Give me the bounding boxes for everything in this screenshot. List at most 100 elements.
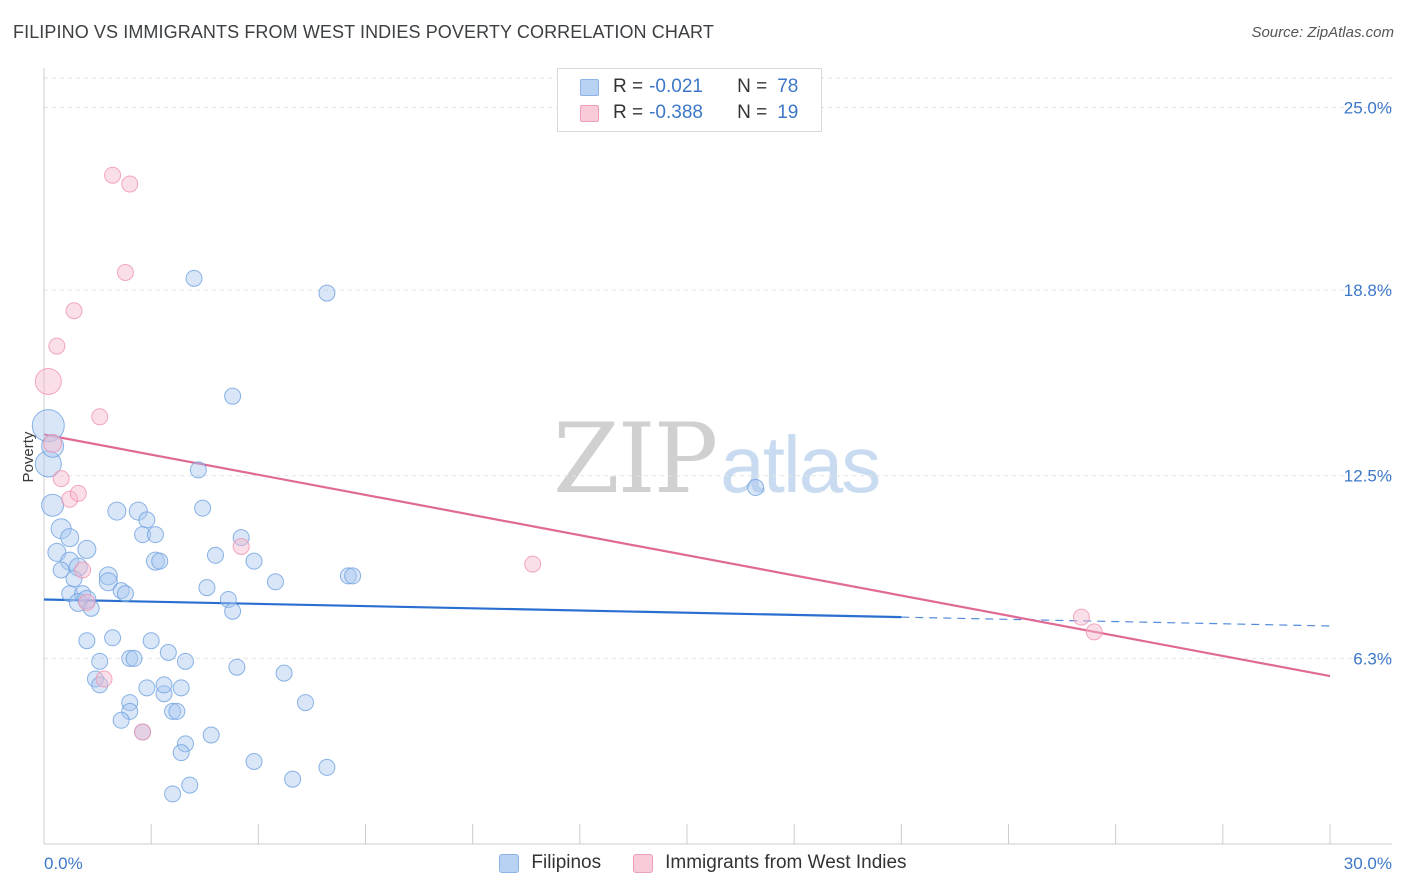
point-west-indies xyxy=(78,593,96,611)
point-filipinos xyxy=(31,409,65,443)
point-filipinos xyxy=(284,770,302,788)
point-filipinos xyxy=(318,758,336,776)
point-filipinos xyxy=(224,387,242,405)
legend-r-value: -0.388 xyxy=(649,102,703,123)
legend: R = -0.021 N = 78 R = -0.388 N = 19 xyxy=(557,68,822,132)
legend-n-label: N = xyxy=(737,76,768,97)
point-filipinos xyxy=(91,652,109,670)
point-west-indies xyxy=(1072,608,1090,626)
chart-title: FILIPINO VS IMMIGRANTS FROM WEST INDIES … xyxy=(13,22,714,42)
point-filipinos xyxy=(98,572,118,592)
point-filipinos xyxy=(155,676,173,694)
point-filipinos xyxy=(98,566,118,586)
point-filipinos xyxy=(116,585,134,603)
point-west-indies xyxy=(74,561,92,579)
point-filipinos xyxy=(121,702,139,720)
bottom-legend-label: Filipinos xyxy=(531,852,602,873)
point-filipinos xyxy=(228,658,246,676)
point-west-indies xyxy=(116,263,134,281)
trend-lines xyxy=(43,433,1331,678)
trend-line-filipinos-extension xyxy=(901,616,1331,627)
point-filipinos xyxy=(138,511,156,529)
point-filipinos xyxy=(128,501,148,521)
point-filipinos xyxy=(266,573,284,591)
point-filipinos xyxy=(245,753,263,771)
point-west-indies xyxy=(232,537,250,555)
legend-r-label: R = xyxy=(613,102,644,123)
point-filipinos xyxy=(339,567,357,585)
point-west-indies xyxy=(48,337,66,355)
point-filipinos xyxy=(194,499,212,517)
point-filipinos xyxy=(121,649,139,667)
point-filipinos xyxy=(121,694,139,712)
point-filipinos xyxy=(202,726,220,744)
point-filipinos xyxy=(206,546,224,564)
legend-row-west-indies: R = -0.388 N = 19 xyxy=(580,100,798,126)
point-west-indies xyxy=(52,470,70,488)
point-west-indies xyxy=(34,367,62,395)
point-filipinos xyxy=(185,269,203,287)
legend-r-value: -0.021 xyxy=(649,76,703,97)
trend-line-west-indies xyxy=(43,433,1331,678)
point-filipinos xyxy=(68,557,88,577)
point-filipinos xyxy=(275,664,293,682)
point-filipinos xyxy=(159,644,177,661)
point-filipinos xyxy=(77,539,97,559)
bottom-legend-swatch-west-indies xyxy=(633,853,654,873)
point-filipinos xyxy=(198,579,216,597)
legend-r-label: R = xyxy=(613,76,644,97)
y-axis-label: Poverty xyxy=(20,431,37,482)
point-west-indies xyxy=(43,433,63,453)
legend-row-filipinos: R = -0.021 N = 78 xyxy=(580,74,798,100)
point-filipinos xyxy=(747,479,765,497)
point-filipinos xyxy=(296,694,314,712)
watermark: ZIPatlas xyxy=(553,403,881,515)
point-west-indies xyxy=(91,408,109,426)
point-filipinos xyxy=(125,649,143,667)
point-west-indies xyxy=(1085,623,1103,641)
bottom-legend-filipinos: Filipinos xyxy=(499,852,601,874)
bottom-legend-label: Immigrants from West Indies xyxy=(665,852,907,873)
point-filipinos xyxy=(146,526,164,544)
point-filipinos xyxy=(164,785,182,803)
point-filipinos xyxy=(318,284,336,302)
point-filipinos xyxy=(155,685,173,703)
y-tick-label: 18.8% xyxy=(1344,281,1392,300)
point-filipinos xyxy=(104,629,122,647)
watermark-zip: ZIP xyxy=(553,403,718,515)
point-filipinos xyxy=(112,711,130,729)
bottom-legend: Filipinos Immigrants from West Indies xyxy=(0,852,1406,874)
point-west-indies xyxy=(65,302,83,320)
point-filipinos xyxy=(77,589,97,609)
point-filipinos xyxy=(172,679,190,697)
point-filipinos xyxy=(245,552,263,570)
point-filipinos xyxy=(168,702,186,720)
x-tick-label-max: 30.0% xyxy=(1344,854,1392,873)
point-filipinos xyxy=(151,552,169,570)
legend-n-value: 78 xyxy=(777,76,799,97)
legend-n-value: 19 xyxy=(777,102,799,123)
point-filipinos xyxy=(142,632,160,650)
point-west-indies xyxy=(104,166,122,184)
point-west-indies xyxy=(134,723,152,741)
point-filipinos xyxy=(41,434,65,458)
trend-line-filipinos xyxy=(43,598,902,619)
point-filipinos xyxy=(145,551,165,571)
point-west-indies xyxy=(121,175,139,193)
point-filipinos xyxy=(78,632,96,650)
point-west-indies xyxy=(61,490,79,508)
x-tick-label-min: 0.0% xyxy=(44,854,83,873)
point-west-indies xyxy=(69,484,87,502)
point-filipinos xyxy=(176,735,194,753)
watermark-atlas: atlas xyxy=(720,420,881,509)
bottom-legend-swatch-filipinos xyxy=(499,853,520,873)
legend-swatch-filipinos xyxy=(580,78,599,96)
y-tick-label: 25.0% xyxy=(1344,98,1392,117)
point-filipinos xyxy=(60,528,80,548)
point-filipinos xyxy=(181,776,199,794)
point-filipinos xyxy=(52,561,70,579)
axes xyxy=(43,68,1392,845)
y-tick-label: 12.5% xyxy=(1344,467,1392,486)
point-filipinos xyxy=(344,567,362,585)
